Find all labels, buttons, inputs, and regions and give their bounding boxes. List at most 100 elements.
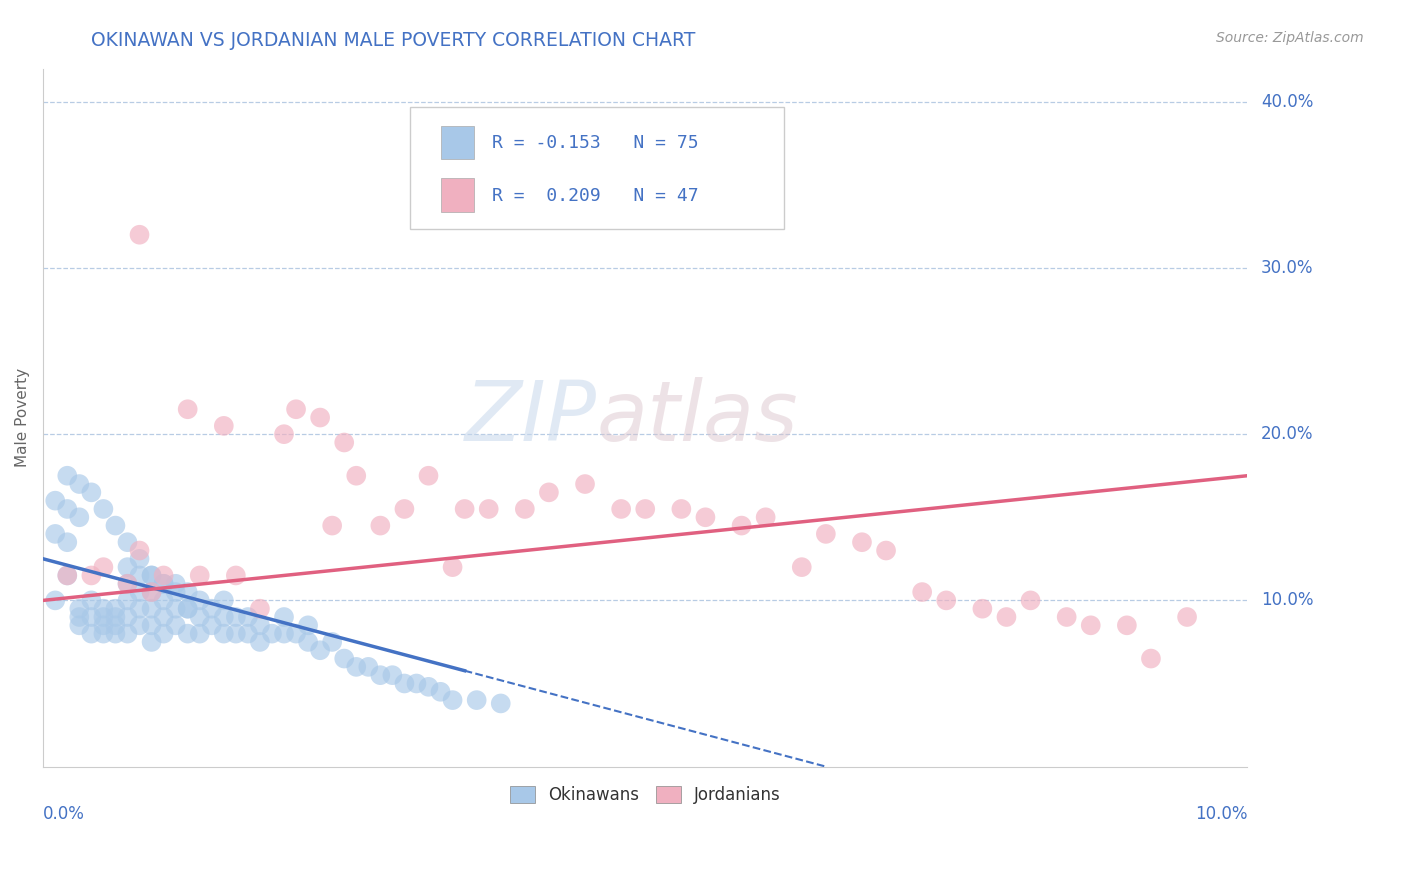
Text: 0.0%: 0.0% (44, 805, 86, 823)
Point (128, 568, 150, 582)
Point (188, 610, 211, 624)
Point (1140, 651, 1163, 665)
Point (128, 543, 150, 558)
Point (249, 601, 271, 615)
Point (1056, 610, 1078, 624)
Point (104, 626, 127, 640)
Point (225, 568, 247, 582)
Point (44, 527, 66, 541)
Point (212, 418, 235, 433)
Point (117, 610, 139, 624)
Text: 10.0%: 10.0% (1261, 591, 1313, 609)
Point (93, 618, 115, 632)
Point (321, 518, 343, 533)
Point (56, 535, 79, 549)
Point (188, 626, 211, 640)
Point (104, 618, 127, 632)
Point (1080, 618, 1102, 632)
Point (56, 568, 79, 582)
Point (67, 510, 90, 524)
Point (249, 618, 271, 632)
Point (249, 635, 271, 649)
Point (610, 502, 633, 516)
Point (117, 626, 139, 640)
Point (128, 618, 150, 632)
Point (236, 610, 259, 624)
Point (80, 568, 103, 582)
Point (321, 635, 343, 649)
Point (56, 468, 79, 483)
Point (104, 610, 127, 624)
Point (176, 402, 198, 417)
Text: 40.0%: 40.0% (1261, 93, 1313, 111)
Point (188, 568, 211, 582)
Point (165, 585, 187, 599)
Point (465, 693, 488, 707)
Point (537, 485, 560, 500)
Point (995, 610, 1018, 624)
Text: 20.0%: 20.0% (1261, 425, 1313, 443)
Point (141, 635, 163, 649)
Point (93, 626, 115, 640)
Point (225, 610, 247, 624)
Point (1115, 618, 1137, 632)
Point (152, 626, 174, 640)
Text: atlas: atlas (598, 377, 799, 458)
Point (93, 610, 115, 624)
Legend: Okinawans, Jordanians: Okinawans, Jordanians (503, 779, 787, 811)
Point (165, 618, 187, 632)
Point (297, 635, 319, 649)
Point (1175, 610, 1198, 624)
Point (152, 568, 174, 582)
Point (67, 610, 90, 624)
Point (176, 601, 198, 615)
Point (285, 626, 308, 640)
Point (201, 618, 224, 632)
Point (875, 543, 897, 558)
Point (93, 560, 115, 574)
Point (429, 685, 451, 699)
Point (141, 601, 163, 615)
Text: R = -0.153   N = 75: R = -0.153 N = 75 (492, 134, 699, 153)
Point (1019, 593, 1042, 607)
Point (56, 568, 79, 582)
Point (117, 576, 139, 591)
Point (344, 660, 367, 674)
Point (104, 601, 127, 615)
Point (394, 502, 416, 516)
Point (357, 660, 380, 674)
Point (273, 427, 295, 442)
Point (117, 576, 139, 591)
Point (201, 601, 224, 615)
Point (297, 618, 319, 632)
Point (176, 626, 198, 640)
Point (755, 510, 778, 524)
Point (695, 510, 717, 524)
Point (152, 576, 174, 591)
Point (972, 601, 994, 615)
Point (80, 485, 103, 500)
Point (80, 626, 103, 640)
Point (574, 477, 596, 491)
Point (128, 601, 150, 615)
Point (80, 610, 103, 624)
Point (344, 468, 367, 483)
Point (152, 610, 174, 624)
Text: OKINAWAN VS JORDANIAN MALE POVERTY CORRELATION CHART: OKINAWAN VS JORDANIAN MALE POVERTY CORRE… (91, 31, 696, 50)
Point (394, 676, 416, 690)
Point (117, 560, 139, 574)
Point (405, 676, 427, 690)
Point (141, 585, 163, 599)
Point (165, 601, 187, 615)
Point (441, 560, 464, 574)
Point (141, 585, 163, 599)
Point (370, 518, 392, 533)
Point (441, 693, 464, 707)
Text: Source: ZipAtlas.com: Source: ZipAtlas.com (1216, 31, 1364, 45)
Point (80, 593, 103, 607)
Point (44, 493, 66, 508)
Point (236, 626, 259, 640)
Point (285, 402, 308, 417)
Point (478, 502, 501, 516)
Point (176, 601, 198, 615)
